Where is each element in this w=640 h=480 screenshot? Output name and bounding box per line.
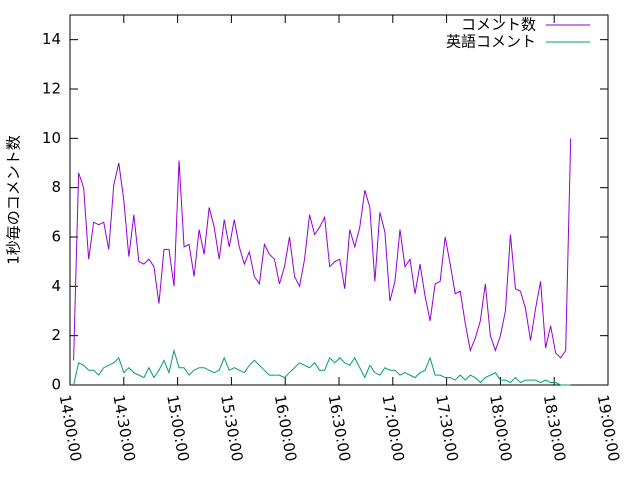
x-tick-label: 15:00:00 <box>163 393 192 462</box>
y-tick-label: 12 <box>42 80 61 98</box>
y-tick-label: 6 <box>51 228 61 246</box>
x-tick-label: 15:30:00 <box>217 393 246 462</box>
x-tick-label: 18:00:00 <box>486 393 515 462</box>
x-tick-label: 17:30:00 <box>432 393 461 462</box>
y-tick-label: 0 <box>51 376 61 394</box>
y-tick-label: 14 <box>42 30 61 48</box>
x-tick-label: 16:30:00 <box>325 393 354 462</box>
x-tick-label: 18:30:00 <box>540 393 569 462</box>
series-line <box>73 138 572 361</box>
legend-label: コメント数 <box>461 16 536 34</box>
x-tick-label: 19:00:00 <box>594 393 623 462</box>
y-axis-label: 1秒毎のコメント数 <box>5 135 23 265</box>
y-tick-label: 4 <box>51 277 61 295</box>
x-tick-label: 14:00:00 <box>56 393 85 462</box>
x-tick-label: 17:00:00 <box>378 393 407 462</box>
y-tick-label: 8 <box>51 178 61 196</box>
y-tick-label: 10 <box>42 129 61 147</box>
x-tick-label: 14:30:00 <box>109 393 138 462</box>
legend-label: 英語コメント <box>446 33 536 51</box>
series-line <box>73 348 571 386</box>
y-tick-label: 2 <box>51 326 61 344</box>
plot-border <box>69 14 609 386</box>
x-tick-label: 16:00:00 <box>271 393 300 462</box>
